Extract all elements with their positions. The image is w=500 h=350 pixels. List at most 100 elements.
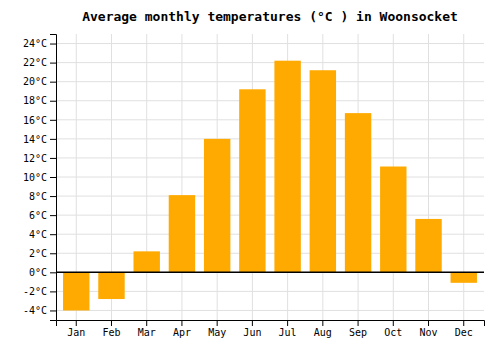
tick-label: Sep bbox=[349, 327, 367, 338]
tick-label: -2°C bbox=[23, 286, 47, 297]
tick: -4°C bbox=[23, 305, 56, 316]
tick-mark bbox=[50, 253, 56, 254]
tick: Feb bbox=[102, 320, 120, 338]
bar bbox=[274, 61, 300, 273]
tick-mark bbox=[217, 320, 218, 326]
tick: Sep bbox=[349, 320, 367, 338]
tick-label: 6°C bbox=[29, 210, 47, 221]
bar bbox=[204, 139, 230, 272]
tick: 0°C bbox=[29, 267, 56, 278]
bar bbox=[451, 272, 477, 282]
bar bbox=[133, 251, 159, 272]
tick-label: Jul bbox=[279, 327, 297, 338]
tick: May bbox=[208, 320, 226, 338]
tick-mark bbox=[50, 82, 56, 83]
tick: Dec bbox=[455, 320, 473, 338]
tick-mark bbox=[50, 291, 56, 292]
tick-mark bbox=[50, 101, 56, 102]
grid-line bbox=[56, 62, 484, 63]
grid-line bbox=[56, 157, 484, 158]
tick-mark bbox=[463, 320, 464, 326]
tick-label: 20°C bbox=[23, 76, 47, 87]
tick-mark bbox=[111, 320, 112, 326]
bar bbox=[63, 272, 89, 310]
tick-mark bbox=[146, 320, 147, 326]
tick-label: 4°C bbox=[29, 229, 47, 240]
tick-label: 16°C bbox=[23, 115, 47, 126]
tick-label: 18°C bbox=[23, 95, 47, 106]
tick-mark bbox=[50, 158, 56, 159]
tick-mark bbox=[50, 177, 56, 178]
tick-label: 8°C bbox=[29, 191, 47, 202]
tick: 2°C bbox=[29, 248, 56, 259]
tick-label: Oct bbox=[384, 327, 402, 338]
y-axis: -4°C -2°C 0°C 2°C 4°C 6°C 8°C 10°C 12°C 14°C 16°C 1… bbox=[23, 35, 57, 321]
tick-label: Dec bbox=[455, 327, 473, 338]
tick-label: Jan bbox=[67, 327, 85, 338]
tick: Mar bbox=[138, 320, 156, 338]
tick-label: Nov bbox=[419, 327, 437, 338]
x-axis: Jan Feb Mar Apr May Jun Jul Aug Sep Oct Nov Dec bbox=[57, 320, 485, 338]
tick-mark bbox=[287, 320, 288, 326]
tick-label: 12°C bbox=[23, 153, 47, 164]
tick: 12°C bbox=[23, 153, 56, 164]
tick: 8°C bbox=[29, 191, 56, 202]
grid-line bbox=[146, 34, 147, 320]
bar bbox=[98, 272, 124, 299]
bar bbox=[345, 113, 371, 272]
tick-mark bbox=[76, 320, 77, 326]
tick: 16°C bbox=[23, 115, 56, 126]
grid-line bbox=[56, 81, 484, 82]
tick-label: Mar bbox=[138, 327, 156, 338]
tick-label: May bbox=[208, 327, 226, 338]
bar bbox=[169, 195, 195, 272]
tick-mark bbox=[50, 120, 56, 121]
tick: 14°C bbox=[23, 134, 56, 145]
tick-mark bbox=[50, 44, 56, 45]
tick-mark bbox=[50, 139, 56, 140]
tick-label: Apr bbox=[173, 327, 191, 338]
tick-mark bbox=[50, 196, 56, 197]
bar bbox=[380, 167, 406, 273]
tick-label: -4°C bbox=[23, 305, 47, 316]
grid-line bbox=[181, 34, 182, 320]
tick-mark bbox=[50, 215, 56, 216]
grid-line bbox=[56, 310, 484, 311]
zero-line bbox=[56, 272, 484, 274]
tick-label: Aug bbox=[314, 327, 332, 338]
tick-mark bbox=[181, 320, 182, 326]
tick-mark bbox=[428, 320, 429, 326]
tick-mark bbox=[358, 320, 359, 326]
tick: Oct bbox=[384, 320, 402, 338]
grid bbox=[56, 34, 484, 320]
grid-line bbox=[56, 138, 484, 139]
tick-label: 22°C bbox=[23, 57, 47, 68]
tick-mark bbox=[252, 320, 253, 326]
bar bbox=[239, 89, 265, 272]
tick-label: Jun bbox=[243, 327, 261, 338]
chart: -4°C -2°C 0°C 2°C 4°C 6°C 8°C 10°C 12°C 14°C 16°C 1… bbox=[0, 0, 500, 350]
tick: 10°C bbox=[23, 172, 56, 183]
tick: 6°C bbox=[29, 210, 56, 221]
tick-label: 14°C bbox=[23, 134, 47, 145]
tick: 24°C bbox=[23, 38, 56, 49]
grid-line bbox=[56, 177, 484, 178]
tick: 20°C bbox=[23, 76, 56, 87]
tick-label: 24°C bbox=[23, 38, 47, 49]
plot: -4°C -2°C 0°C 2°C 4°C 6°C 8°C 10°C 12°C 14°C 16°C 1… bbox=[23, 34, 485, 338]
tick-mark bbox=[50, 272, 56, 273]
grid-line bbox=[56, 100, 484, 101]
tick: -2°C bbox=[23, 286, 56, 297]
grid-line bbox=[56, 196, 484, 197]
tick: 18°C bbox=[23, 95, 56, 106]
tick-mark bbox=[50, 234, 56, 235]
tick: Apr bbox=[173, 320, 191, 338]
tick: Nov bbox=[419, 320, 437, 338]
tick-mark bbox=[50, 310, 56, 311]
tick-mark bbox=[393, 320, 394, 326]
tick: Jun bbox=[243, 320, 261, 338]
grid-line bbox=[56, 119, 484, 120]
axis-line bbox=[50, 35, 57, 321]
tick-label: Feb bbox=[102, 327, 120, 338]
grid-line bbox=[428, 34, 429, 320]
